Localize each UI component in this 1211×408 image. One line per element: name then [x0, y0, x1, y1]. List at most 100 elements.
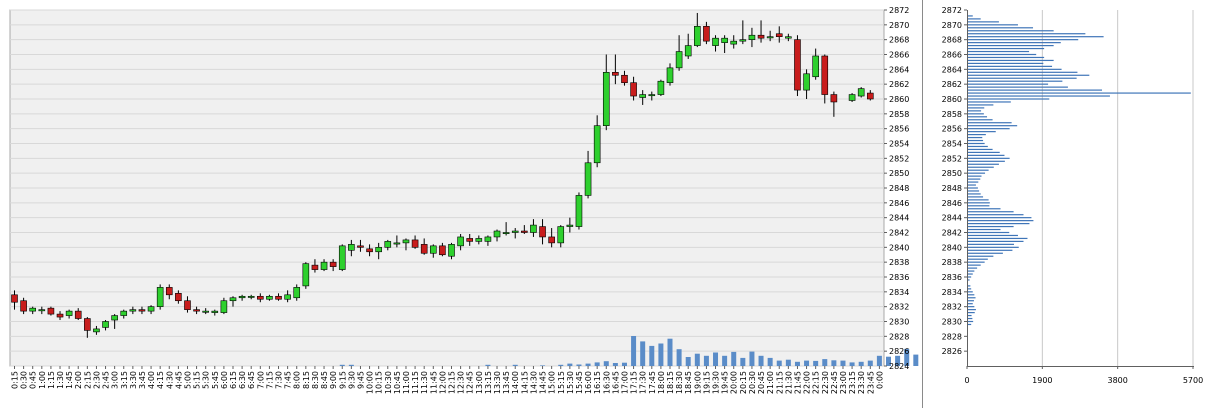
profile-volume-tick-label: 1900 [1032, 376, 1052, 385]
time-tick-label: 13:45 [502, 371, 511, 394]
profile-bar [968, 306, 975, 308]
volume-bar [758, 355, 764, 366]
volume-bar [822, 359, 828, 366]
time-tick-label: 19:15 [702, 371, 711, 394]
candle-body [521, 230, 528, 233]
price-tick-label: 2852 [889, 154, 909, 163]
candle-body [202, 310, 209, 313]
candle-body [147, 306, 155, 312]
volume-bar [676, 349, 682, 366]
candle [375, 242, 382, 260]
candle [29, 306, 37, 315]
volume-bar [813, 360, 819, 366]
candle [521, 225, 528, 234]
candle [530, 219, 537, 237]
time-tick-label: 4:45 [174, 371, 183, 389]
profile-bar [968, 110, 982, 112]
candle-body [111, 315, 118, 321]
time-tick-label: 21:15 [775, 371, 784, 394]
candle [657, 79, 665, 97]
candle-body [739, 39, 747, 42]
time-tick-label: 3:00 [111, 371, 120, 389]
profile-bar [968, 145, 988, 148]
volume-bar [603, 361, 609, 366]
profile-bar [968, 131, 996, 133]
volume-bar [731, 351, 737, 366]
time-tick-label: 18:00 [657, 371, 666, 394]
profile-bar [968, 193, 981, 195]
profile-bar [968, 264, 981, 266]
profile-bar [968, 196, 984, 198]
price-tick-label: 2834 [889, 288, 909, 297]
candle [648, 91, 656, 101]
candle-body [466, 238, 474, 242]
profile-bar [968, 243, 1014, 245]
volume-bar [849, 362, 855, 366]
volume-bar [785, 359, 791, 366]
profile-bar [968, 255, 994, 257]
candle-body [757, 34, 765, 39]
time-tick-label: 16:30 [602, 371, 611, 394]
volume-bar [840, 360, 846, 366]
profile-volume-axis: 0 1900 3800 5700 [964, 366, 1203, 385]
profile-bar [968, 27, 1034, 29]
volume-bar [867, 360, 873, 366]
candle-body [84, 318, 91, 331]
time-tick-label: 17:15 [630, 371, 639, 394]
profile-bar [968, 314, 972, 317]
candle-body [38, 309, 46, 312]
candle [794, 35, 801, 97]
candle [47, 306, 55, 316]
candle-body [284, 294, 291, 300]
candle-body [338, 245, 346, 270]
candle-body [766, 36, 774, 39]
profile-bar [968, 288, 972, 290]
candle [56, 311, 64, 321]
candle [93, 325, 100, 335]
candle [311, 259, 319, 273]
time-tick-label: 15:45 [575, 371, 584, 394]
candle [575, 192, 583, 230]
candle-body [129, 309, 137, 312]
profile-bar [968, 300, 974, 302]
candle [184, 296, 191, 313]
candle [211, 309, 219, 316]
volume-bar [913, 354, 919, 366]
profile-bar [968, 267, 978, 269]
profile-price-tick-label: 2854 [942, 140, 962, 149]
volume-bar [694, 353, 700, 366]
profile-bar [968, 205, 990, 207]
candle [848, 93, 856, 102]
time-tick-label: 10:15 [375, 371, 384, 394]
candle-body [165, 287, 173, 296]
price-tick-label: 2836 [889, 273, 909, 282]
profile-price-tick-label: 2846 [942, 199, 962, 208]
candle-body [848, 94, 856, 101]
time-tick-label: 2:45 [102, 371, 111, 389]
price-tick-label: 2840 [889, 243, 909, 252]
volume-bar [640, 341, 646, 366]
candle [703, 21, 710, 45]
time-tick-label: 7:45 [284, 371, 293, 389]
time-tick-label: 18:15 [666, 371, 675, 394]
time-tick-label: 12:00 [438, 371, 447, 394]
time-tick-label: 21:45 [793, 371, 802, 394]
candle [694, 12, 701, 48]
time-tick-label: 13:15 [484, 371, 493, 394]
volume-bar [649, 345, 655, 366]
profile-bar [968, 24, 1018, 26]
profile-bar [968, 65, 1053, 67]
profile-bar [968, 56, 1045, 59]
time-tick-label: 14:15 [520, 371, 529, 394]
price-axis: 2824 2826 2828 2830 2832 2834 2836 2838 2840 2842… [884, 6, 909, 371]
candle [457, 233, 464, 251]
candle-body [74, 310, 82, 319]
price-tick-label: 2826 [889, 347, 909, 356]
candle-body [429, 245, 437, 254]
profile-bar [968, 139, 984, 142]
candle-body [566, 224, 574, 227]
profile-bar [968, 246, 1019, 248]
profile-price-tick-label: 2860 [942, 95, 962, 104]
candle [329, 259, 337, 272]
profile-bar [968, 83, 1049, 85]
